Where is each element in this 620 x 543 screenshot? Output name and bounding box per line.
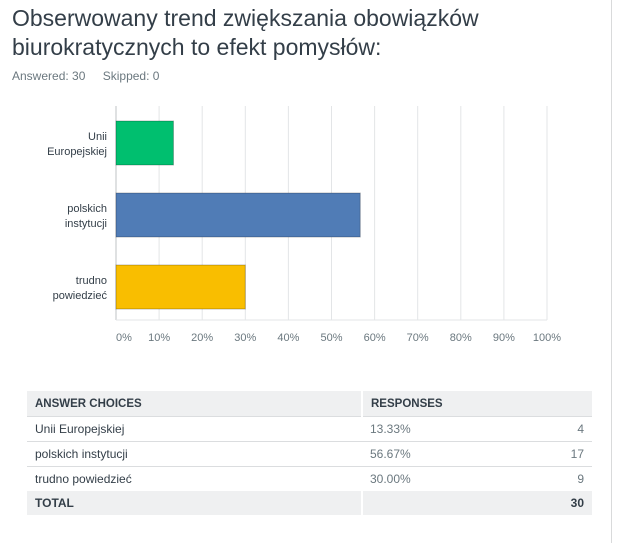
chart-bars <box>115 120 361 310</box>
table-row: Unii Europejskiej 13.33% 4 <box>27 416 592 442</box>
col-count <box>534 391 592 417</box>
x-tick-label: 90% <box>493 332 515 344</box>
bar-chart: Unii Europejskiej polskich instytucji trudno… <box>47 106 561 344</box>
right-border <box>611 0 612 543</box>
x-tick-label: 70% <box>407 332 429 344</box>
x-tick-label: 40% <box>277 332 299 344</box>
category-label: Europejskiej <box>47 146 107 158</box>
total-spacer <box>361 491 535 515</box>
total-label: TOTAL <box>27 491 362 515</box>
table-header-row: ANSWER CHOICES RESPONSES <box>27 391 592 417</box>
x-tick-label: 80% <box>450 332 472 344</box>
x-tick-label: 10% <box>148 332 170 344</box>
table-total-row: TOTAL 30 <box>27 491 592 515</box>
answer-count: 4 <box>534 416 592 442</box>
x-tick-label: 20% <box>191 332 213 344</box>
answer-percent: 56.67% <box>362 441 535 467</box>
bar <box>115 264 246 310</box>
question-title: Obserwowany trend zwiększania obowiązków… <box>12 5 479 60</box>
category-label: instytucji <box>65 218 107 230</box>
table-row: polskich instytucji 56.67% 17 <box>27 441 592 467</box>
category-label: Unii <box>88 131 107 143</box>
x-tick-label: 0% <box>116 332 132 344</box>
answer-choice: trudno powiedzieć <box>27 466 362 491</box>
category-label: polskich <box>67 203 107 215</box>
x-tick-label: 60% <box>364 332 386 344</box>
bar <box>115 120 174 166</box>
x-axis-ticks: 0% 10% 20% 30% 40% 50% 60% 70% 80% 90% 100% <box>116 332 561 344</box>
total-count: 30 <box>534 491 592 515</box>
skipped-count: Skipped: 0 <box>102 69 160 83</box>
col-answer-choices: ANSWER CHOICES <box>27 391 362 417</box>
col-responses: RESPONSES <box>361 391 535 417</box>
answer-choice: Unii Europejskiej <box>27 416 362 442</box>
x-tick-label: 100% <box>533 332 561 344</box>
x-tick-label: 30% <box>234 332 256 344</box>
answered-count: Answered: 30 <box>12 69 86 83</box>
category-labels: Unii Europejskiej polskich instytucji trudno… <box>47 131 107 302</box>
answer-choice: polskich instytucji <box>27 441 362 467</box>
answer-count: 9 <box>534 466 592 491</box>
answer-percent: 13.33% <box>362 416 535 442</box>
answer-table: ANSWER CHOICES RESPONSES Unii Europejski… <box>27 391 592 515</box>
category-label: trudno <box>76 275 107 287</box>
answer-count: 17 <box>534 441 592 467</box>
category-label: powiedzieć <box>53 290 108 302</box>
bar <box>115 192 361 238</box>
table-row: trudno powiedzieć 30.00% 9 <box>27 466 592 491</box>
response-meta: Answered: 30 Skipped: 0 <box>12 69 173 83</box>
answer-percent: 30.00% <box>362 466 535 491</box>
x-tick-label: 50% <box>320 332 342 344</box>
